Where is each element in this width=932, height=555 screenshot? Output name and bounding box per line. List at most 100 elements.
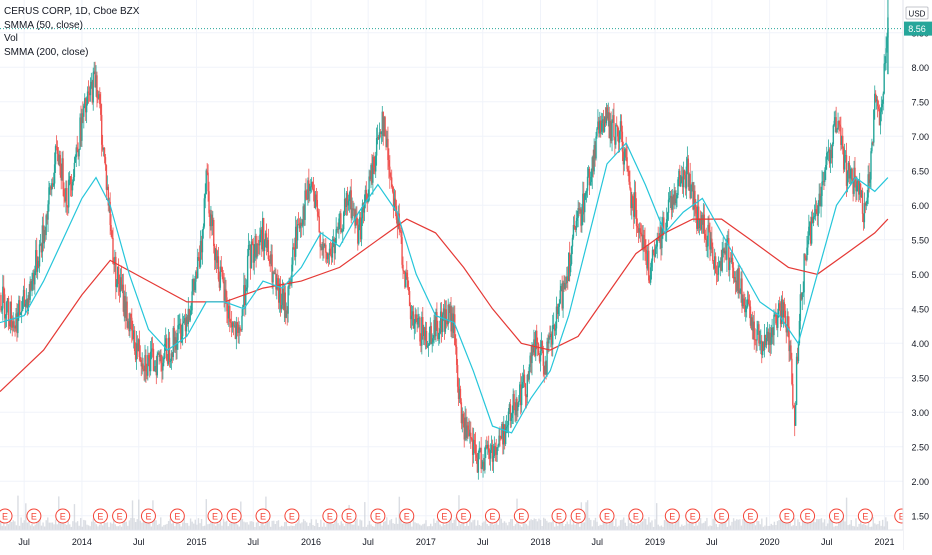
earnings-marker-icon[interactable] <box>399 508 415 524</box>
candle-body[interactable] <box>380 131 383 134</box>
candle-body[interactable] <box>110 225 112 231</box>
candle-body[interactable] <box>622 151 625 165</box>
candle-body[interactable] <box>645 249 647 254</box>
earnings-marker-icon[interactable] <box>55 508 71 524</box>
candle-body[interactable] <box>686 158 689 167</box>
candle-body[interactable] <box>746 299 749 307</box>
candle-body[interactable] <box>518 400 520 406</box>
candle-body[interactable] <box>751 317 754 331</box>
candle-body[interactable] <box>874 93 877 102</box>
candle-body[interactable] <box>563 282 565 289</box>
candle-body[interactable] <box>301 224 303 226</box>
candle-body[interactable] <box>702 214 705 225</box>
candle-body[interactable] <box>250 241 253 269</box>
candle-body[interactable] <box>114 256 116 265</box>
candle-body[interactable] <box>127 321 129 328</box>
candle-body[interactable] <box>566 276 568 284</box>
candle-body[interactable] <box>357 224 359 244</box>
candle-body[interactable] <box>474 444 477 455</box>
candle-body[interactable] <box>279 283 282 310</box>
candle-body[interactable] <box>43 230 45 244</box>
candle-body[interactable] <box>406 272 408 278</box>
candle-body[interactable] <box>475 454 478 458</box>
candle-body[interactable] <box>750 317 753 326</box>
earnings-marker-icon[interactable] <box>857 508 873 524</box>
candle-body[interactable] <box>272 272 274 283</box>
candle-body[interactable] <box>868 174 870 183</box>
candle-body[interactable] <box>804 253 806 258</box>
smma-200-legend[interactable]: SMMA (200, close) <box>4 46 89 58</box>
candle-body[interactable] <box>421 317 423 346</box>
candle-body[interactable] <box>40 244 43 253</box>
candle-body[interactable] <box>34 270 36 285</box>
candle-body[interactable] <box>587 168 590 177</box>
candle-body[interactable] <box>423 327 425 336</box>
earnings-marker-icon[interactable] <box>800 508 816 524</box>
candle-body[interactable] <box>190 310 192 315</box>
candle-body[interactable] <box>483 461 485 470</box>
candle-body[interactable] <box>689 173 691 199</box>
candle-body[interactable] <box>665 219 668 232</box>
candle-body[interactable] <box>546 341 548 375</box>
candle-body[interactable] <box>842 135 844 149</box>
volume-legend[interactable]: Vol <box>4 33 18 44</box>
candle-body[interactable] <box>231 322 234 328</box>
candle-body[interactable] <box>390 176 392 178</box>
candle-body[interactable] <box>0 294 2 311</box>
candle-body[interactable] <box>378 132 381 140</box>
candle-body[interactable] <box>765 337 768 346</box>
candle-body[interactable] <box>834 117 836 121</box>
candle-body[interactable] <box>536 342 539 345</box>
candle-body[interactable] <box>149 358 151 372</box>
candle-body[interactable] <box>21 297 24 311</box>
candle-body[interactable] <box>403 270 405 273</box>
candle-body[interactable] <box>123 295 125 312</box>
candle-body[interactable] <box>728 238 730 271</box>
candle-body[interactable] <box>237 324 239 333</box>
candle-body[interactable] <box>12 321 14 328</box>
candle-body[interactable] <box>780 299 783 324</box>
candle-body[interactable] <box>604 116 607 124</box>
candle-body[interactable] <box>442 308 445 315</box>
candle-body[interactable] <box>317 211 319 217</box>
candle-body[interactable] <box>59 154 61 175</box>
candle-body[interactable] <box>25 299 28 304</box>
candle-body[interactable] <box>105 165 108 190</box>
candle-body[interactable] <box>101 144 104 150</box>
price-axis[interactable] <box>903 0 932 550</box>
candle-body[interactable] <box>251 241 254 244</box>
candle-body[interactable] <box>700 215 703 230</box>
candle-body[interactable] <box>411 311 414 316</box>
candle-body[interactable] <box>146 371 148 376</box>
candle-body[interactable] <box>126 301 128 328</box>
candle-body[interactable] <box>223 281 225 301</box>
candle-body[interactable] <box>651 249 654 261</box>
candle-body[interactable] <box>814 209 817 217</box>
candle-body[interactable] <box>507 411 510 426</box>
candle-body[interactable] <box>334 243 336 254</box>
candle-body[interactable] <box>811 217 814 223</box>
candle-body[interactable] <box>361 203 364 219</box>
candle-body[interactable] <box>598 121 600 134</box>
candle-body[interactable] <box>846 171 849 186</box>
candle-body[interactable] <box>28 295 30 300</box>
candle-body[interactable] <box>389 166 391 177</box>
candle-body[interactable] <box>236 322 238 325</box>
candle-body[interactable] <box>136 343 139 352</box>
candle-body[interactable] <box>220 266 222 268</box>
earnings-marker-icon[interactable] <box>26 508 42 524</box>
candle-body[interactable] <box>506 425 509 427</box>
candle-body[interactable] <box>376 136 379 138</box>
candle-body[interactable] <box>591 157 593 177</box>
candle-body[interactable] <box>527 374 529 380</box>
candle-body[interactable] <box>14 326 16 329</box>
candle-body[interactable] <box>628 170 630 182</box>
candle-body[interactable] <box>219 266 222 288</box>
earnings-marker-icon[interactable] <box>169 508 185 524</box>
candle-body[interactable] <box>374 167 376 172</box>
candle-body[interactable] <box>419 317 421 342</box>
candle-body[interactable] <box>131 317 133 331</box>
earnings-marker-icon[interactable] <box>828 508 844 524</box>
candle-body[interactable] <box>257 243 259 245</box>
candle-body[interactable] <box>2 286 4 309</box>
